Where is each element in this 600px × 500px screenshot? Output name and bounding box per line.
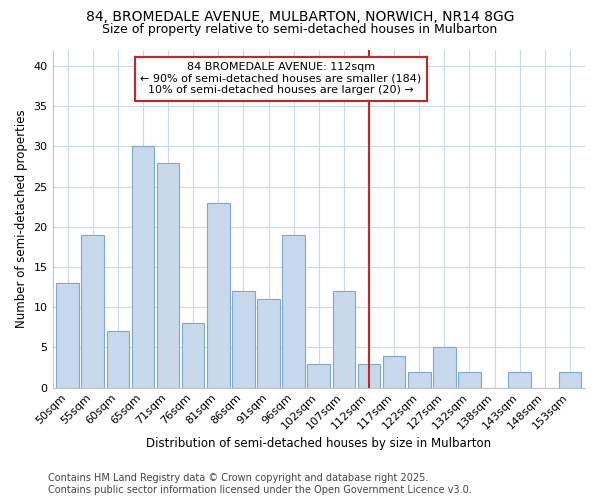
Bar bbox=[358, 364, 380, 388]
Bar bbox=[383, 356, 406, 388]
Bar bbox=[107, 332, 129, 388]
Bar bbox=[82, 235, 104, 388]
Bar bbox=[433, 348, 455, 388]
Bar bbox=[559, 372, 581, 388]
X-axis label: Distribution of semi-detached houses by size in Mulbarton: Distribution of semi-detached houses by … bbox=[146, 437, 491, 450]
Bar bbox=[157, 162, 179, 388]
Text: 84, BROMEDALE AVENUE, MULBARTON, NORWICH, NR14 8GG: 84, BROMEDALE AVENUE, MULBARTON, NORWICH… bbox=[86, 10, 514, 24]
Bar bbox=[332, 291, 355, 388]
Bar bbox=[232, 291, 255, 388]
Bar bbox=[458, 372, 481, 388]
Bar bbox=[56, 283, 79, 388]
Bar bbox=[257, 299, 280, 388]
Bar bbox=[508, 372, 531, 388]
Bar bbox=[131, 146, 154, 388]
Bar bbox=[283, 235, 305, 388]
Y-axis label: Number of semi-detached properties: Number of semi-detached properties bbox=[15, 110, 28, 328]
Bar bbox=[182, 324, 205, 388]
Text: Contains HM Land Registry data © Crown copyright and database right 2025.
Contai: Contains HM Land Registry data © Crown c… bbox=[48, 474, 472, 495]
Bar bbox=[207, 203, 230, 388]
Bar bbox=[408, 372, 431, 388]
Bar bbox=[307, 364, 330, 388]
Text: 84 BROMEDALE AVENUE: 112sqm
← 90% of semi-detached houses are smaller (184)
10% : 84 BROMEDALE AVENUE: 112sqm ← 90% of sem… bbox=[140, 62, 422, 96]
Text: Size of property relative to semi-detached houses in Mulbarton: Size of property relative to semi-detach… bbox=[103, 22, 497, 36]
